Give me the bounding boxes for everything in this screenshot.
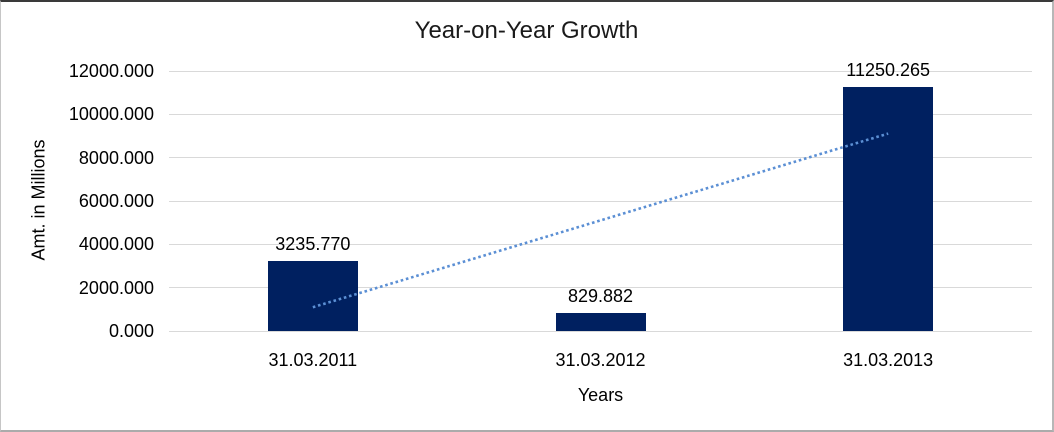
y-axis-tick-label: 12000.000 [68,61,154,81]
y-axis-tick-label: 6000.000 [78,191,154,211]
y-axis-tick-label: 2000.000 [78,277,154,298]
y-axis-tick-label: 8000.000 [78,147,154,168]
bar-data-label: 11250.265 [846,60,931,81]
trendline [312,132,889,309]
gridline [169,70,1032,72]
y-axis-tick-label: 0.000 [108,321,154,341]
x-axis-category-label: 31.03.2012 [555,350,646,370]
chart-title: Year-on-Year Growth [414,17,639,44]
x-axis-category-label: 31.03.2013 [843,350,934,370]
bar [555,313,646,331]
plot-area: 3235.770 829.882 11250.265 [169,60,1032,332]
x-axis-category-label: 31.03.2011 [268,350,358,370]
bar [267,260,358,331]
bar-data-label: 829.882 [567,286,634,307]
gridline [169,113,1032,115]
y-axis-tick-label: 10000.000 [68,104,154,125]
bar [843,87,934,331]
y-axis-tick-label: 4000.000 [78,234,154,255]
gridline [169,330,1032,332]
x-axis-title: Years [577,385,624,405]
bar-data-label: 3235.770 [275,233,351,254]
